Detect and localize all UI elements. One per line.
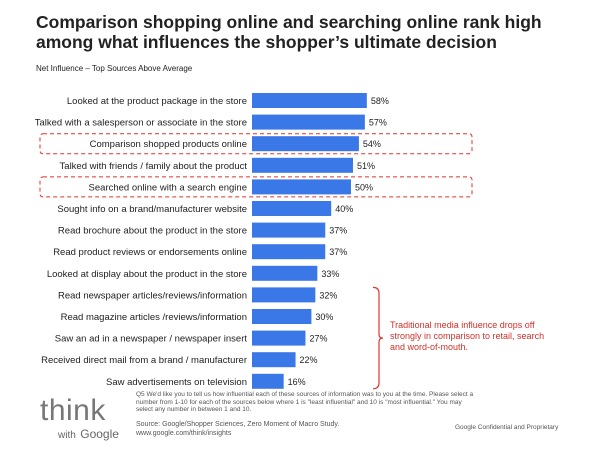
bar — [252, 265, 318, 281]
category-label: Sought info on a brand/manufacturer webs… — [57, 204, 247, 215]
data-label: 54% — [363, 139, 381, 149]
annotation-text: Traditional media influence drops off st… — [390, 320, 545, 352]
logo-think: think — [40, 394, 106, 427]
category-label: Read newspaper articles/reviews/informat… — [58, 290, 247, 301]
category-label: Looked at the product package in the sto… — [67, 96, 247, 107]
source-note: Source: Google/Shopper Sciences, Zero Mo… — [136, 421, 456, 438]
category-label: Read product reviews or endorsements onl… — [53, 247, 247, 258]
bar — [252, 114, 365, 130]
category-label: Read magazine articles /reviews/informat… — [61, 312, 247, 323]
bar — [252, 244, 326, 260]
data-label: 37% — [329, 247, 347, 257]
data-label: 32% — [319, 290, 337, 300]
bracket — [372, 286, 384, 390]
bar — [252, 136, 359, 152]
category-label: Saw advertisements on television — [106, 377, 247, 388]
source-text: Source: Google/Shopper Sciences, Zero Mo… — [136, 421, 340, 428]
data-label: 33% — [321, 269, 339, 279]
page-title: Comparison shopping online and searching… — [36, 12, 542, 52]
category-label: Read brochure about the product in the s… — [58, 226, 247, 237]
bar — [252, 157, 353, 173]
category-label: Searched online with a search engine — [89, 182, 247, 193]
category-label: Received direct mail from a brand / manu… — [41, 355, 247, 366]
highlight-box — [39, 133, 473, 155]
category-label: Comparison shopped products online — [90, 139, 247, 150]
bar — [252, 352, 296, 368]
data-label: 30% — [315, 312, 333, 322]
logo-google: Google — [80, 427, 119, 441]
logo-with: with — [58, 430, 76, 441]
bar — [252, 93, 367, 108]
data-label: 22% — [300, 355, 318, 365]
category-label: Looked at display about the product in t… — [47, 269, 247, 280]
chart-subtitle: Net Influence – Top Sources Above Averag… — [36, 64, 193, 73]
highlight-box — [39, 176, 473, 198]
data-label: 58% — [371, 96, 389, 106]
category-label: Talked with a salesperson or associate i… — [35, 118, 247, 129]
bar — [252, 309, 312, 324]
data-label: 40% — [335, 204, 353, 214]
source-url: www.google.com/think/insights — [136, 429, 232, 437]
bar — [252, 201, 332, 216]
survey-footnote: Q5 We'd like you to tell us how influent… — [136, 391, 474, 413]
bar — [252, 373, 284, 389]
data-label: 57% — [369, 118, 387, 128]
data-label: 50% — [355, 182, 373, 192]
data-label: 27% — [309, 334, 327, 344]
bar — [252, 330, 306, 346]
bar — [252, 222, 326, 238]
data-label: 37% — [329, 226, 347, 236]
bar — [252, 287, 316, 303]
think-with-google-logo: think with Google — [40, 396, 119, 442]
data-label: 16% — [288, 377, 306, 387]
confidential-note: Google Confidential and Proprietary — [455, 424, 559, 431]
category-label: Saw an ad in a newspaper / newspaper ins… — [55, 334, 248, 345]
category-label: Talked with friends / family about the p… — [60, 161, 248, 172]
data-label: 51% — [357, 161, 375, 171]
bar — [252, 179, 351, 195]
